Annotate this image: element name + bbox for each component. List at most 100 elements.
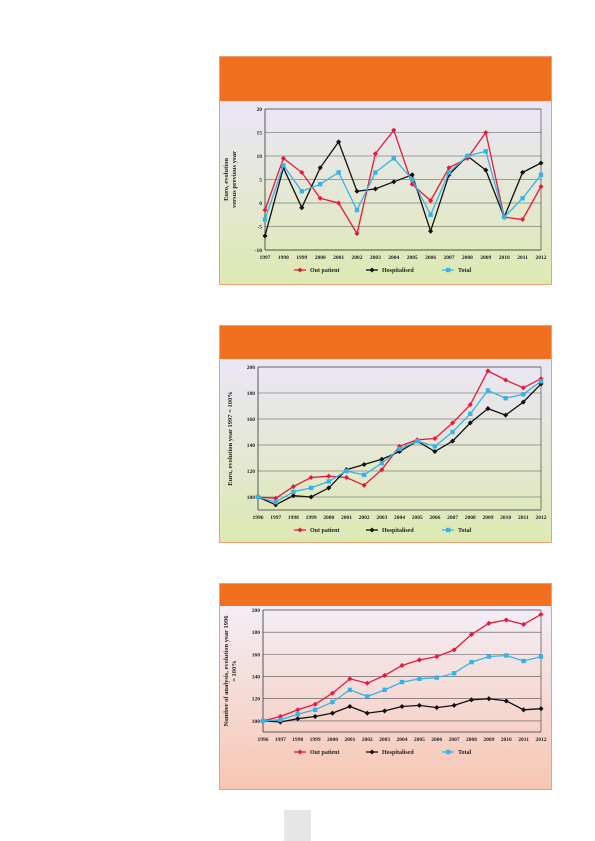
- x-tick-label: 2005: [414, 737, 425, 743]
- x-tick-label: 2006: [429, 515, 440, 521]
- y-axis-label: Euro, evolution year 1997 = 100%: [227, 391, 234, 485]
- x-tick-label: 1998: [278, 255, 289, 261]
- data-point-total: [414, 438, 420, 444]
- legend-marker: [297, 527, 303, 533]
- x-tick-label: 2010: [501, 737, 512, 743]
- data-point-total: [538, 654, 544, 659]
- x-tick-label: 2001: [344, 737, 355, 743]
- legend-marker: [369, 527, 375, 533]
- data-point-hospitalised: [399, 703, 405, 710]
- y-tick-label: 120: [247, 469, 256, 475]
- y-tick-label: 120: [252, 697, 261, 703]
- y-tick-label: 200: [252, 608, 261, 614]
- y-tick-label: 180: [252, 630, 261, 636]
- y-tick-label: 180: [247, 391, 256, 397]
- data-point-total: [347, 687, 353, 693]
- chart-panel-3: 100 120 140 160 180 200 1996 1997 1998 1999 2000 20…: [219, 583, 552, 790]
- y-tick-label: 140: [247, 443, 256, 449]
- data-point-total: [273, 500, 278, 505]
- data-point-total: [330, 699, 335, 705]
- data-point-total: [262, 217, 268, 222]
- x-tick-label: 2010: [499, 255, 510, 261]
- y-tick-label: 0: [259, 201, 262, 207]
- series-line-total: [264, 150, 542, 220]
- legend-label: Hospitalised: [382, 528, 414, 534]
- data-point-hospitalised: [354, 188, 360, 194]
- data-point-total: [373, 170, 378, 175]
- legend-marker: [446, 749, 451, 755]
- x-tick-label: 2011: [517, 255, 528, 261]
- data-point-hospitalised: [468, 697, 475, 703]
- data-point-out-patient: [273, 495, 279, 501]
- y-tick-label: 100: [247, 495, 256, 501]
- legend-marker: [297, 749, 303, 755]
- x-tick-label: 2000: [323, 515, 334, 521]
- data-point-total: [446, 170, 452, 175]
- x-tick-label: 2003: [376, 515, 387, 521]
- data-point-total: [451, 671, 457, 676]
- x-tick-label: 1998: [292, 737, 303, 743]
- legend-label: Total: [458, 750, 471, 756]
- x-tick-label: 2011: [518, 737, 529, 743]
- data-point-total: [397, 446, 402, 452]
- legend-label: Out patient: [310, 750, 340, 756]
- chart-2: 100 120 140 160 180 200 1996 1997 1998 1999 2000 20…: [220, 359, 551, 542]
- x-tick-label: 2012: [536, 255, 547, 261]
- x-tick-label: 1997: [275, 737, 286, 743]
- data-point-hospitalised: [347, 703, 353, 710]
- data-point-hospitalised: [329, 710, 336, 716]
- y-tick-label: -5: [257, 225, 262, 231]
- x-tick-label: 1999: [310, 737, 321, 743]
- data-point-total: [434, 675, 439, 680]
- x-tick-label: 2001: [333, 255, 344, 261]
- x-tick-label: 1996: [253, 515, 264, 521]
- data-point-out-patient: [361, 482, 367, 488]
- data-point-total: [469, 659, 474, 665]
- data-point-hospitalised: [428, 228, 434, 234]
- x-tick-label: 2000: [315, 255, 326, 261]
- data-point-total: [465, 153, 470, 159]
- data-point-total: [450, 429, 455, 435]
- data-point-total: [399, 679, 405, 685]
- x-tick-label: 2004: [388, 255, 399, 261]
- x-tick-label: 2012: [536, 515, 547, 521]
- legend-label: Total: [458, 268, 471, 274]
- data-point-total: [299, 189, 304, 194]
- data-point-total: [485, 388, 491, 393]
- x-tick-label: 2002: [362, 737, 373, 743]
- legend-label: Total: [458, 528, 471, 534]
- data-point-total: [502, 214, 507, 220]
- legend-label: Out patient: [310, 268, 340, 274]
- y-tick-label: 100: [252, 719, 261, 725]
- data-point-total: [483, 149, 488, 154]
- y-tick-label: 200: [247, 365, 256, 371]
- y-tick-label: 160: [252, 652, 261, 658]
- x-tick-label: 2009: [483, 737, 494, 743]
- data-point-total: [382, 687, 387, 693]
- x-tick-label: 2012: [536, 737, 547, 743]
- data-point-out-patient: [467, 402, 473, 408]
- data-point-total: [428, 212, 433, 217]
- data-point-total: [255, 494, 261, 500]
- legend-label: Out patient: [310, 528, 340, 534]
- data-point-hospitalised: [290, 493, 296, 499]
- x-tick-label: 2008: [462, 255, 473, 261]
- legend-marker: [446, 527, 451, 533]
- x-tick-label: 1997: [270, 515, 281, 521]
- data-point-total: [281, 163, 286, 168]
- data-point-hospitalised: [379, 456, 385, 462]
- x-tick-label: 2007: [444, 255, 455, 261]
- chart-background: [220, 606, 551, 789]
- data-point-out-patient: [354, 231, 360, 237]
- x-tick-label: 2000: [327, 737, 338, 743]
- chart-panel-2: 100 120 140 160 180 200 1996 1997 1998 1999 2000 20…: [219, 325, 552, 543]
- x-tick-label: 2008: [465, 515, 476, 521]
- data-point-out-patient: [326, 473, 332, 479]
- y-tick-label: 140: [252, 675, 261, 681]
- x-tick-label: 2006: [425, 255, 436, 261]
- data-point-total: [308, 485, 314, 491]
- data-point-total: [295, 712, 300, 717]
- x-tick-label: 2006: [431, 737, 442, 743]
- x-tick-label: 1999: [296, 255, 307, 261]
- chart-background: [220, 359, 551, 542]
